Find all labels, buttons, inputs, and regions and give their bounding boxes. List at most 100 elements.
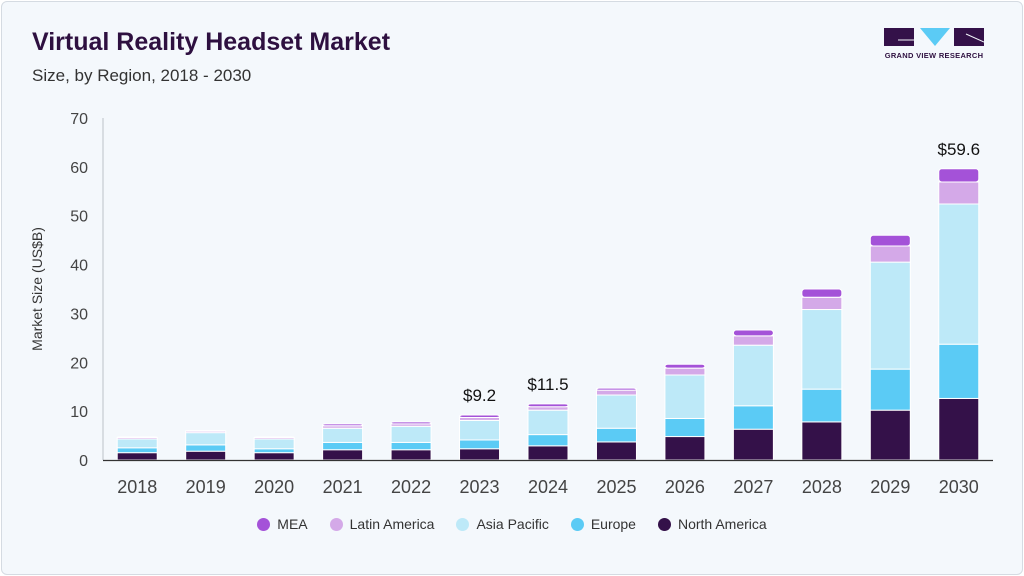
x-tick-label: 2029 [870, 477, 910, 497]
bar-segment-north-america[interactable] [527, 445, 569, 461]
bar-segment-north-america[interactable] [390, 449, 432, 461]
bar-segment-europe[interactable] [459, 439, 501, 450]
bar-segment-asia-pacific[interactable] [595, 394, 637, 429]
legend-label: MEA [277, 516, 308, 532]
bar-segment-europe[interactable] [801, 388, 843, 423]
grand-view-research-logo: GRAND VIEW RESEARCH [884, 28, 985, 62]
bar-segment-mea[interactable] [595, 387, 637, 391]
bar-segment-asia-pacific[interactable] [527, 409, 569, 436]
logo-mark-icon [884, 28, 985, 46]
bar-segment-north-america[interactable] [322, 449, 364, 461]
legend-item-mea[interactable]: MEA [257, 516, 308, 532]
bar-segment-north-america[interactable] [595, 441, 637, 461]
x-tick-label: 2030 [939, 477, 979, 497]
legend-swatch [257, 517, 271, 531]
bar-segment-latin-america[interactable] [527, 406, 569, 411]
x-tick-label: 2019 [186, 477, 226, 497]
bar-segment-north-america[interactable] [185, 450, 227, 461]
bar-stack-2023 [459, 414, 501, 461]
bar-stack-2018 [116, 436, 158, 461]
x-tick-label: 2023 [460, 477, 500, 497]
bar-segment-europe[interactable] [732, 405, 774, 430]
bar-segment-europe[interactable] [664, 417, 706, 438]
legend: MEA Latin America Asia Pacific Europe North … [0, 516, 1024, 532]
bar-segment-asia-pacific[interactable] [116, 438, 158, 449]
bar-stack-2022 [390, 421, 432, 461]
bar-segment-europe[interactable] [390, 441, 432, 451]
bar-stack-2026 [664, 363, 706, 461]
bar-segment-mea[interactable] [390, 421, 432, 425]
bar-stack-2020 [253, 436, 295, 461]
chart-title: Virtual Reality Headset Market [32, 28, 391, 56]
legend-label: Europe [590, 516, 636, 532]
bar-stack-2024 [527, 403, 569, 461]
logo-text: GRAND VIEW RESEARCH [884, 51, 984, 60]
bar-segment-asia-pacific[interactable] [253, 438, 295, 450]
bar-segment-latin-america[interactable] [664, 367, 706, 376]
bar-stack-2029 [869, 234, 911, 461]
bar-segment-asia-pacific[interactable] [390, 425, 432, 443]
y-tick-label: 50 [70, 209, 88, 226]
bar-segment-mea[interactable] [732, 329, 774, 337]
legend-label: North America [677, 516, 767, 532]
y-tick-label: 20 [70, 355, 88, 372]
bar-segment-north-america[interactable] [869, 409, 911, 461]
y-tick-label: 0 [79, 453, 88, 470]
bar-segment-asia-pacific[interactable] [459, 419, 501, 441]
bar-segment-europe[interactable] [938, 343, 980, 399]
legend-swatch [570, 517, 584, 531]
bar-segment-latin-america[interactable] [801, 296, 843, 311]
bar-segment-latin-america[interactable] [938, 181, 980, 205]
y-axis-label: Market Size (US$B) [29, 227, 45, 351]
bar-segment-north-america[interactable] [116, 452, 158, 461]
bar-segment-europe[interactable] [322, 441, 364, 451]
bar-segment-europe[interactable] [527, 434, 569, 447]
bar-segment-mea[interactable] [322, 423, 364, 427]
bar-segment-north-america[interactable] [938, 397, 980, 461]
legend-item-asia-pacific[interactable]: Asia Pacific [456, 516, 549, 532]
bar-segment-mea[interactable] [869, 234, 911, 247]
bar-segment-north-america[interactable] [664, 436, 706, 461]
bar-segment-asia-pacific[interactable] [185, 432, 227, 446]
bar-segment-north-america[interactable] [459, 448, 501, 461]
bar-segment-asia-pacific[interactable] [938, 203, 980, 345]
bar-segment-europe[interactable] [185, 444, 227, 452]
legend-swatch [657, 517, 671, 531]
x-tick-label: 2026 [665, 477, 705, 497]
bar-segment-mea[interactable] [527, 403, 569, 408]
x-tick-label: 2027 [733, 477, 773, 497]
bar-segment-asia-pacific[interactable] [664, 374, 706, 419]
bar-segment-europe[interactable] [253, 448, 295, 454]
bar-segment-latin-america[interactable] [595, 389, 637, 396]
legend-item-latin-america[interactable]: Latin America [329, 516, 435, 532]
legend-item-europe[interactable]: Europe [570, 516, 636, 532]
y-tick-label: 40 [70, 258, 88, 275]
legend-item-north-america[interactable]: North America [657, 516, 767, 532]
bar-segment-asia-pacific[interactable] [869, 261, 911, 370]
bar-segment-europe[interactable] [595, 427, 637, 443]
bar-segment-north-america[interactable] [801, 421, 843, 461]
bar-stack-2030 [938, 168, 980, 461]
x-tick-label: 2028 [802, 477, 842, 497]
bar-stack-2027 [732, 329, 774, 461]
bar-segment-asia-pacific[interactable] [732, 344, 774, 407]
legend-label: Latin America [349, 516, 435, 532]
bar-stack-2025 [595, 387, 637, 461]
bar-segment-mea[interactable] [801, 288, 843, 298]
bar-stack-2028 [801, 288, 843, 461]
bar-segment-mea[interactable] [664, 363, 706, 369]
bar-segment-latin-america[interactable] [869, 245, 911, 263]
bar-segment-north-america[interactable] [253, 452, 295, 461]
bar-segment-asia-pacific[interactable] [322, 427, 364, 443]
bar-segment-europe[interactable] [869, 368, 911, 411]
bar-segment-asia-pacific[interactable] [801, 309, 843, 390]
data-label-total: $59.6 [937, 140, 980, 159]
bar-segment-latin-america[interactable] [732, 335, 774, 346]
bar-segment-europe[interactable] [116, 447, 158, 454]
bar-segment-mea[interactable] [938, 168, 980, 183]
bar-segment-north-america[interactable] [732, 428, 774, 461]
bar-segment-mea[interactable] [459, 414, 501, 418]
bar-stack-2021 [322, 423, 364, 461]
